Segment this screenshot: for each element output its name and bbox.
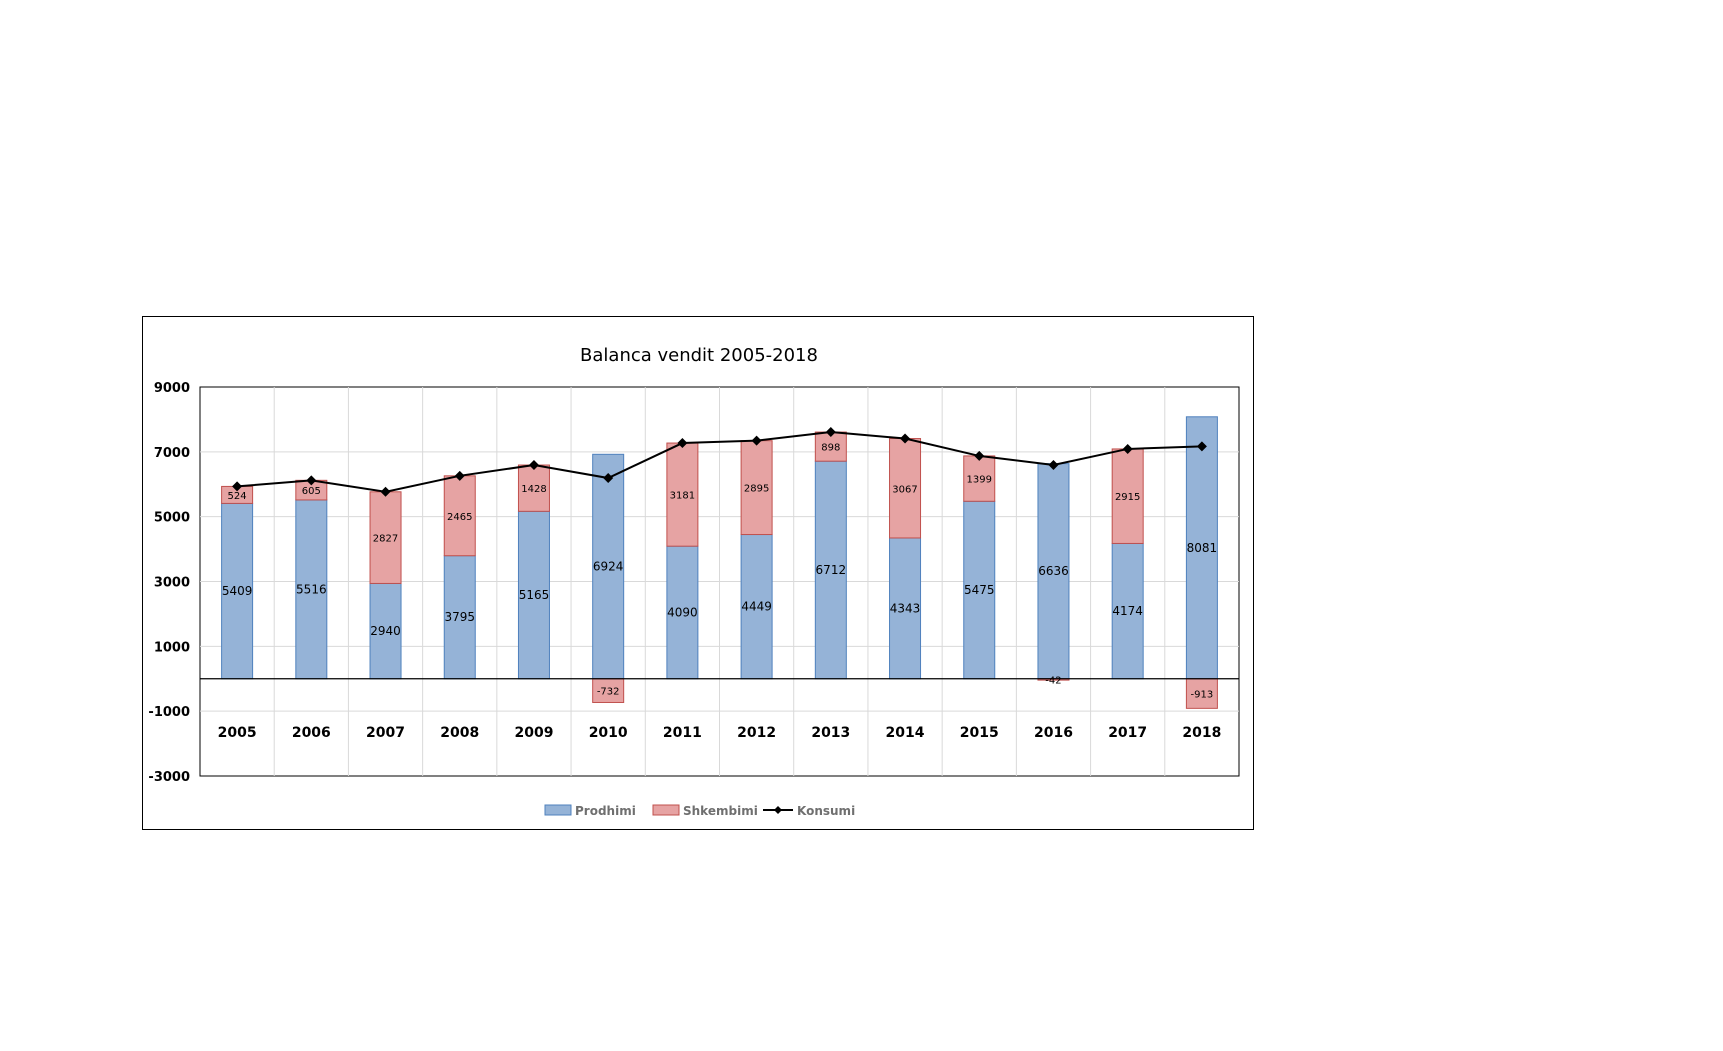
x-tick-label: 2017 bbox=[1108, 725, 1147, 741]
y-tick-label: -1000 bbox=[148, 705, 190, 720]
legend-swatch-shkembimi bbox=[652, 804, 680, 816]
data-label-prodhimi: 4174 bbox=[1112, 604, 1143, 618]
marker-konsumi bbox=[1196, 441, 1207, 452]
x-tick-label: 2015 bbox=[960, 725, 999, 741]
data-label-prodhimi: 5475 bbox=[964, 583, 995, 597]
data-label-shkembimi: -732 bbox=[597, 687, 620, 698]
x-tick-label: 2013 bbox=[811, 725, 850, 741]
y-tick-label: 3000 bbox=[154, 576, 190, 591]
marker-konsumi bbox=[603, 473, 614, 484]
bar-shkembimi bbox=[369, 491, 402, 584]
data-label-prodhimi: 5409 bbox=[222, 584, 253, 598]
data-label-shkembimi: 3067 bbox=[892, 484, 917, 495]
bar-prodhimi bbox=[889, 537, 922, 680]
data-label-prodhimi: 3795 bbox=[444, 610, 475, 624]
data-label-shkembimi: 524 bbox=[228, 491, 247, 502]
y-tick-label: -3000 bbox=[148, 770, 190, 785]
data-label-prodhimi: 6636 bbox=[1038, 564, 1069, 578]
legend-label-prodhimi: Prodhimi bbox=[575, 804, 636, 818]
x-tick-label: 2010 bbox=[589, 725, 628, 741]
data-label-shkembimi: 2895 bbox=[744, 484, 769, 495]
data-label-prodhimi: 5165 bbox=[519, 588, 550, 602]
data-label-shkembimi: 1399 bbox=[967, 475, 992, 486]
bar-prodhimi bbox=[740, 534, 773, 680]
x-tick-label: 2007 bbox=[366, 725, 405, 741]
marker-konsumi bbox=[232, 481, 243, 492]
x-tick-label: 2016 bbox=[1034, 725, 1073, 741]
data-label-prodhimi: 4449 bbox=[741, 600, 772, 614]
data-label-prodhimi: 6712 bbox=[816, 563, 847, 577]
data-label-shkembimi: 2827 bbox=[373, 534, 398, 545]
x-tick-label: 2005 bbox=[218, 725, 257, 741]
bar-prodhimi bbox=[1037, 463, 1070, 680]
x-tick-label: 2014 bbox=[886, 725, 925, 741]
x-tick-label: 2012 bbox=[737, 725, 776, 741]
marker-konsumi bbox=[306, 475, 317, 486]
chart-svg: Balanca vendit 2005-2018 5409 524 5516 605 2… bbox=[148, 345, 1240, 818]
bar-shkembimi bbox=[517, 464, 550, 512]
data-label-prodhimi: 6924 bbox=[593, 560, 624, 574]
line-konsumi bbox=[237, 431, 1202, 493]
y-tick-label: 1000 bbox=[154, 640, 190, 655]
y-tick-label: 9000 bbox=[154, 381, 190, 396]
data-label-prodhimi: 2940 bbox=[370, 624, 401, 638]
marker-konsumi bbox=[454, 470, 465, 481]
marker-konsumi bbox=[974, 450, 985, 461]
data-label-prodhimi: 8081 bbox=[1187, 541, 1218, 555]
data-label-shkembimi: -913 bbox=[1191, 690, 1214, 701]
bar-prodhimi bbox=[814, 460, 847, 680]
marker-konsumi bbox=[1122, 443, 1133, 454]
x-tick-label: 2009 bbox=[514, 725, 553, 741]
marker-konsumi bbox=[825, 427, 836, 438]
marker-konsumi bbox=[380, 486, 391, 497]
data-label-prodhimi: 4090 bbox=[667, 605, 698, 619]
bar-shkembimi bbox=[443, 475, 476, 557]
data-label-prodhimi: 4343 bbox=[890, 601, 921, 615]
x-tick-label: 2018 bbox=[1182, 725, 1221, 741]
legend-marker-konsumi bbox=[774, 806, 782, 814]
bar-prodhimi bbox=[963, 500, 996, 680]
data-label-shkembimi: 3181 bbox=[670, 491, 695, 502]
bar-prodhimi bbox=[221, 502, 254, 680]
data-label-prodhimi: 5516 bbox=[296, 582, 327, 596]
legend-swatch-prodhimi bbox=[544, 804, 572, 816]
bar-prodhimi bbox=[517, 510, 550, 680]
bar-shkembimi bbox=[1185, 678, 1218, 709]
marker-konsumi bbox=[751, 435, 762, 446]
bar-prodhimi bbox=[1185, 416, 1218, 680]
marker-konsumi bbox=[677, 438, 688, 449]
bar-shkembimi bbox=[666, 442, 699, 547]
data-label-shkembimi: 898 bbox=[821, 443, 840, 454]
x-tick-label: 2011 bbox=[663, 725, 702, 741]
data-label-shkembimi: 1428 bbox=[521, 484, 546, 495]
data-label-shkembimi: -42 bbox=[1045, 675, 1061, 686]
x-tick-label: 2006 bbox=[292, 725, 331, 741]
chart-title: Balanca vendit 2005-2018 bbox=[580, 345, 818, 366]
marker-konsumi bbox=[1048, 459, 1059, 470]
marker-konsumi bbox=[900, 433, 911, 444]
data-label-shkembimi: 2915 bbox=[1115, 492, 1140, 503]
legend-label-shkembimi: Shkembimi bbox=[683, 804, 758, 818]
bar-shkembimi bbox=[1111, 448, 1144, 544]
y-tick-label: 5000 bbox=[154, 511, 190, 526]
y-tick-label: 7000 bbox=[154, 446, 190, 461]
chart-frame: Balanca vendit 2005-2018 5409 524 5516 605 2… bbox=[142, 316, 1254, 830]
legend-label-konsumi: Konsumi bbox=[797, 804, 855, 818]
x-tick-label: 2008 bbox=[440, 725, 479, 741]
data-label-shkembimi: 2465 bbox=[447, 512, 472, 523]
marker-konsumi bbox=[528, 460, 539, 471]
bar-prodhimi bbox=[1111, 542, 1144, 680]
data-label-shkembimi: 605 bbox=[302, 486, 321, 497]
bar-shkembimi bbox=[963, 455, 996, 502]
